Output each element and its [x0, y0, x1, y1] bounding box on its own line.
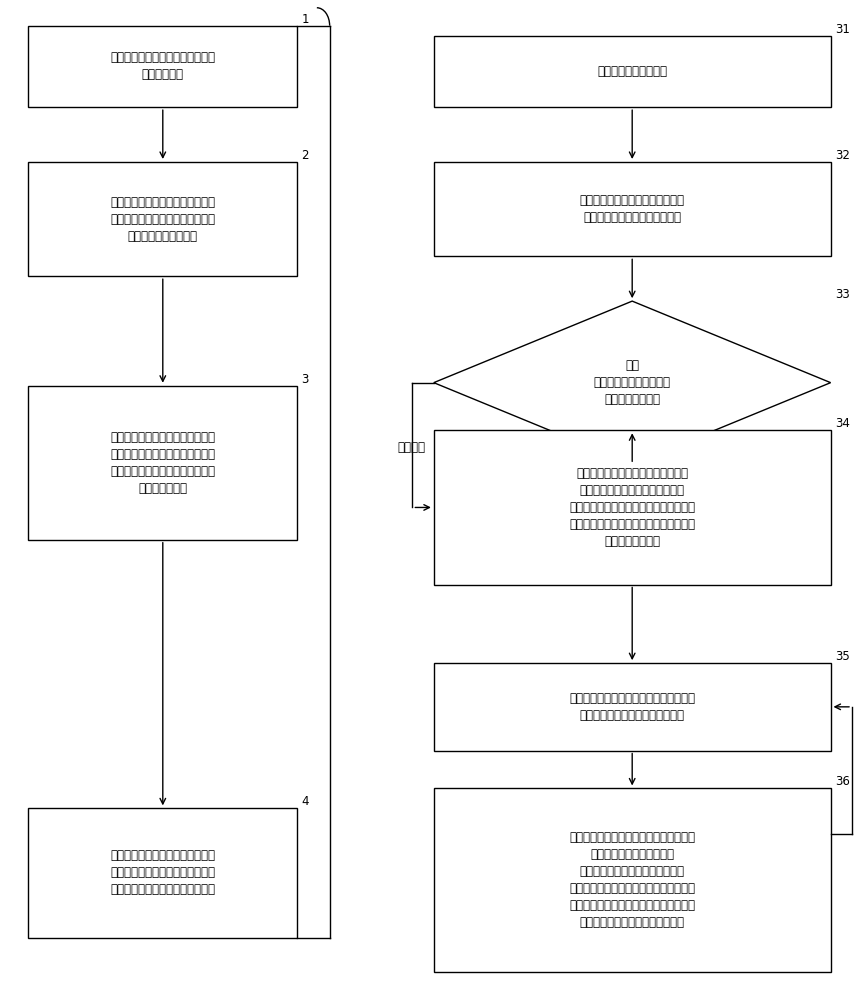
Text: 4: 4	[302, 795, 309, 808]
Bar	[434, 430, 831, 585]
Text: 31: 31	[835, 23, 850, 36]
Text: 根据
系统流量控制值判断主泵
和辅泵的启动时机: 根据 系统流量控制值判断主泵 和辅泵的启动时机	[594, 359, 671, 406]
Polygon shape	[434, 301, 831, 464]
Text: 33: 33	[835, 288, 850, 301]
Bar	[434, 36, 831, 107]
Bar	[28, 386, 297, 540]
Text: 根据主泵或辅泵流量控制目标值和
实际流量值的固有误差进行标定，
修正流量特性关联数据: 根据主泵或辅泵流量控制目标值和 实际流量值的固有误差进行标定， 修正流量特性关联…	[110, 196, 216, 243]
Bar	[434, 162, 831, 256]
Text: 3: 3	[302, 373, 309, 386]
Text: 35: 35	[835, 650, 850, 663]
Bar	[28, 808, 297, 938]
Text: 主泵启动: 主泵启动	[397, 441, 425, 454]
Text: 根据系统目标流量指令和液压系统
的误差标定确定系统流量控制值: 根据系统目标流量指令和液压系统 的误差标定确定系统流量控制值	[580, 194, 685, 224]
Text: 当需要同时启动辅泵时，控制主泵伺服电
机使主泵按额定转速输出最大流量: 当需要同时启动辅泵时，控制主泵伺服电 机使主泵按额定转速输出最大流量	[570, 692, 695, 722]
Text: 32: 32	[835, 149, 850, 162]
Text: 根据系统流量控制值确定超出阈值；
根据主流量计采集实际系统流量；
根据超出阈值和实际系统流量的差值闭环
控制主泵伺服电机转速，调整主泵流量稳
定在系统目标流量: 根据系统流量控制值确定超出阈值； 根据主流量计采集实际系统流量； 根据超出阈值和…	[570, 467, 695, 548]
Bar	[434, 788, 831, 972]
Bar	[434, 663, 831, 751]
Text: 辅泵根据系统流量控制值与主泵输出最大
流量的差值确定超出阈值；
根据主流量计采集实际系统流量；
根据超出阈值和实际系统流量的差值闭环
控制辅泵伺服电机转速，调整: 辅泵根据系统流量控制值与主泵输出最大 流量的差值确定超出阈值； 根据主流量计采集…	[570, 831, 695, 929]
Bar	[28, 26, 297, 107]
Bar	[28, 162, 297, 276]
Text: 34: 34	[835, 417, 850, 430]
Text: 在液压系统工况时，根据系统目标
流量指令与实际系统流量间的超出
阈值进行主泵和辅泵的伺服电机闭
环调速控制过程: 在液压系统工况时，根据系统目标 流量指令与实际系统流量间的超出 阈值进行主泵和辅…	[110, 431, 216, 495]
Text: 获取系统目标流量指令: 获取系统目标流量指令	[597, 65, 667, 78]
Text: 建立液压系统中主泵和辅泵的流量
特性关联数据: 建立液压系统中主泵和辅泵的流量 特性关联数据	[110, 51, 216, 81]
Text: 2: 2	[302, 149, 309, 162]
Text: 36: 36	[835, 775, 850, 788]
Text: 输入流量零值指令退出闭环调速控
制过程，控制伺服电机减速停机并
断使能操作完成液压系统停机流程: 输入流量零值指令退出闭环调速控 制过程，控制伺服电机减速停机并 断使能操作完成液…	[110, 849, 216, 896]
Text: 1: 1	[302, 13, 309, 26]
